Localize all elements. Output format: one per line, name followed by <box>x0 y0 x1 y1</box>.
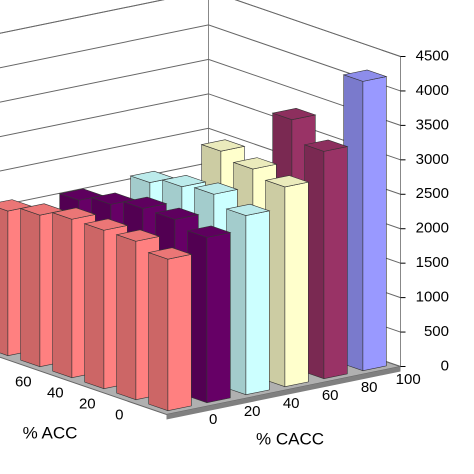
bar-top <box>193 182 239 195</box>
bar <box>186 225 232 404</box>
x-tick-label: 20 <box>244 403 261 420</box>
depth-axis-title: % ACC <box>23 423 78 442</box>
depth-tick-label: 60 <box>15 373 32 390</box>
bar-top <box>303 139 349 152</box>
depth-tick-label: 40 <box>47 384 64 401</box>
bar-top <box>186 225 232 238</box>
grid-line <box>0 58 401 126</box>
bar-front <box>206 232 231 404</box>
y-tick-label: 500 <box>424 323 449 340</box>
x-tick-label: 100 <box>396 371 421 388</box>
x-axis-title: % CACC <box>256 429 324 448</box>
depth-tick-label: 0 <box>115 406 123 423</box>
bar-top <box>115 229 161 242</box>
bar-top <box>271 107 317 121</box>
bar-front <box>167 253 192 412</box>
y-tick-label: 3500 <box>416 116 449 133</box>
bar <box>303 139 349 380</box>
grid-line <box>0 24 401 92</box>
bar <box>147 247 193 412</box>
bar-top <box>154 207 200 220</box>
bar-side <box>0 208 9 357</box>
y-tick-label: 3000 <box>416 151 449 168</box>
y-tick-label: 1000 <box>416 289 449 306</box>
bar-front <box>284 181 309 388</box>
grid-line <box>0 0 401 57</box>
y-tick-label: 1500 <box>416 254 449 271</box>
bar-top <box>200 139 246 152</box>
bar-side <box>84 223 105 390</box>
bar-side <box>116 234 137 401</box>
bar-top <box>225 203 271 216</box>
y-tick-label: 2500 <box>416 185 449 202</box>
bar-front <box>362 76 387 372</box>
bar-front <box>323 146 348 380</box>
bar-top <box>147 247 193 260</box>
bar <box>264 175 310 388</box>
bar-top <box>161 174 207 188</box>
bar-top <box>232 157 278 170</box>
x-tick-label: 40 <box>283 395 300 412</box>
bar-side <box>148 252 169 412</box>
bar-top <box>264 175 310 188</box>
bar-top <box>83 218 129 231</box>
bar-top <box>122 196 168 209</box>
y-tick-label: 4500 <box>416 47 449 64</box>
x-tick-label: 0 <box>209 411 217 428</box>
bar-top <box>51 207 97 220</box>
x-tick-label: 60 <box>322 387 339 404</box>
bar-side <box>52 212 73 379</box>
bar-front <box>245 210 270 396</box>
x-tick-label: 80 <box>361 379 378 396</box>
y-tick-label: 0 <box>441 357 449 374</box>
bar-side <box>20 208 41 368</box>
bar <box>342 69 388 372</box>
bar <box>225 203 271 396</box>
bar-top <box>342 69 388 82</box>
floor-edge <box>166 366 401 420</box>
grid-line <box>0 93 401 161</box>
y-tick-label: 4000 <box>416 82 449 99</box>
y-tick-label: 2000 <box>416 220 449 237</box>
depth-tick-label: 20 <box>79 395 96 412</box>
